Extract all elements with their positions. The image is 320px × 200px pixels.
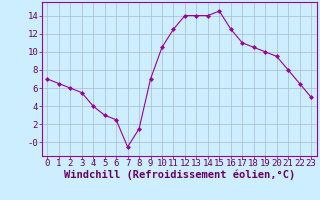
- X-axis label: Windchill (Refroidissement éolien,°C): Windchill (Refroidissement éolien,°C): [64, 170, 295, 180]
